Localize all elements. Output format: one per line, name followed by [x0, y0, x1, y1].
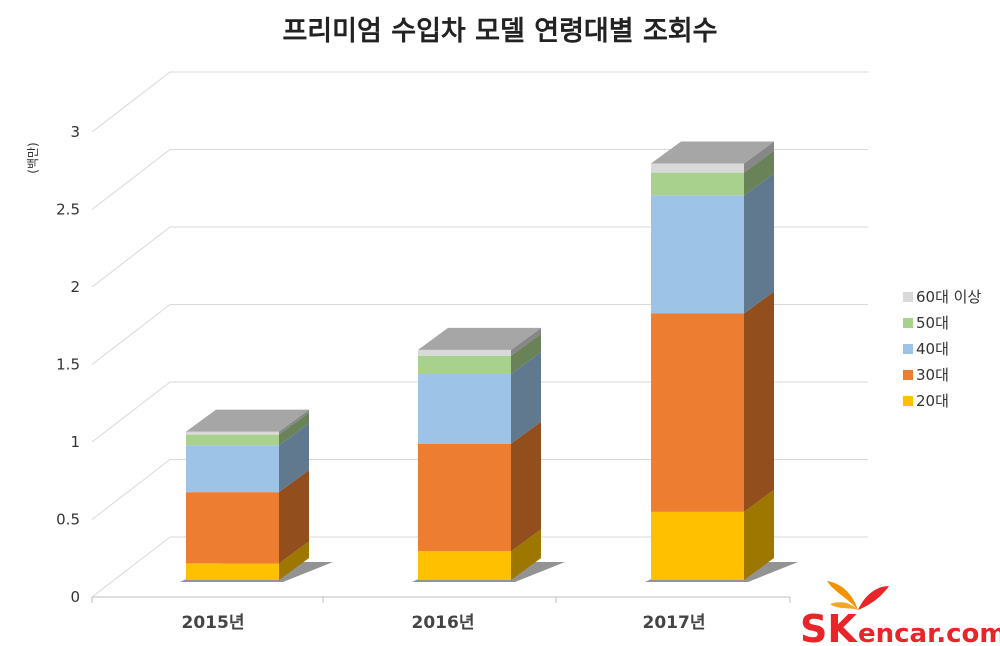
- bar-segment-front: [186, 492, 279, 564]
- bar-segment-side: [744, 150, 774, 196]
- bar-segment: [651, 173, 774, 314]
- x-tick-label: 2015년: [182, 613, 245, 633]
- bar-segment-side: [279, 423, 309, 493]
- bar-segment-front: [186, 563, 279, 580]
- legend-swatch: [903, 396, 913, 406]
- bar-segment: [651, 150, 774, 196]
- gridline-depth: [91, 149, 171, 210]
- bar-segment-side: [279, 470, 309, 564]
- bar-segment-side: [744, 173, 774, 314]
- encar-logo: SK encar.com: [800, 581, 1000, 646]
- bar-top-cap: [418, 327, 541, 350]
- gridline-depth: [91, 536, 171, 598]
- bar-segment: [186, 409, 309, 435]
- legend-label: 30대: [916, 366, 949, 384]
- bar-segment-side: [511, 529, 541, 580]
- y-tick-label: 2.5: [56, 201, 80, 219]
- legend-item: 20대: [903, 392, 949, 410]
- gridline-depth: [91, 459, 171, 520]
- bar-segment: [418, 529, 541, 580]
- bar-segment: [418, 333, 541, 375]
- legend-swatch: [903, 370, 913, 380]
- bar-segment-front: [651, 172, 744, 196]
- bar-segment-side: [511, 352, 541, 444]
- bar-segment-front: [651, 313, 744, 512]
- bar-segment-side: [744, 141, 774, 173]
- bar-segment: [418, 352, 541, 444]
- bar-segment-side: [279, 409, 309, 435]
- x-tick-label: 2016년: [412, 613, 475, 633]
- x-tick-label: 2017년: [643, 613, 706, 633]
- bar-segment-side: [744, 489, 774, 580]
- y-axis: 0 0.5 1 1.5 2 2.5 3: [56, 123, 80, 606]
- y-tick-label: 0.5: [56, 511, 80, 529]
- bar-top-cap: [651, 141, 774, 164]
- bar-segment-front: [418, 374, 511, 444]
- chart-title: 프리미엄 수입차 모델 연령대별 조회수: [282, 16, 717, 47]
- x-axis: 2015년 2016년 2017년: [91, 596, 791, 633]
- bar-segment-front: [418, 355, 511, 375]
- y-axis-unit-label: (백만): [26, 142, 40, 173]
- bar-segment-side: [511, 333, 541, 375]
- legend: 60대 이상 50대 40대 30대 20대: [903, 288, 981, 410]
- bar-segment-front: [418, 349, 511, 356]
- bar-segment-front: [651, 163, 744, 173]
- bar-segment-side: [744, 291, 774, 512]
- legend-label: 40대: [916, 340, 949, 358]
- bar-segment-front: [186, 431, 279, 435]
- legend-item: 30대: [903, 366, 949, 384]
- bar-stack: [418, 327, 541, 580]
- bar-segment: [186, 541, 309, 580]
- y-tick-label: 1.5: [56, 356, 80, 374]
- bar-stack: [651, 141, 774, 580]
- bar-segment-front: [186, 434, 279, 446]
- legend-swatch: [903, 344, 913, 354]
- legend-swatch: [903, 292, 913, 302]
- bar-segment-side: [279, 541, 309, 580]
- bar-segment: [418, 327, 541, 356]
- legend-item: 40대: [903, 340, 949, 358]
- y-tick-label: 1: [70, 433, 80, 451]
- y-tick-label: 0: [70, 588, 80, 606]
- bar-segment: [651, 141, 774, 173]
- legend-swatch: [903, 318, 913, 328]
- gridline-depth: [91, 71, 171, 133]
- legend-label: 60대 이상: [916, 288, 981, 306]
- gridline-depth: [91, 304, 171, 365]
- gridline-depth: [91, 381, 171, 443]
- sk-butterfly-icon: [827, 581, 889, 610]
- y-tick-label: 2: [70, 278, 80, 296]
- bar-segment-front: [418, 443, 511, 552]
- bar-segment: [651, 291, 774, 512]
- bar-segment-front: [651, 511, 744, 580]
- legend-label: 50대: [916, 314, 949, 332]
- bar-stack: [186, 409, 309, 580]
- legend-item: 60대 이상: [903, 288, 981, 306]
- bar-segment: [186, 423, 309, 493]
- bar-segment: [186, 412, 309, 446]
- bar-segment: [651, 489, 774, 580]
- bar-segment: [418, 421, 541, 552]
- bar-segment: [186, 470, 309, 564]
- bar-segment-side: [511, 327, 541, 356]
- brand-name-text: encar.com: [858, 619, 1000, 646]
- bar-segment-side: [511, 421, 541, 552]
- brand-sk-text: SK: [800, 607, 858, 646]
- bars: [180, 141, 798, 582]
- bar-segment-front: [186, 445, 279, 493]
- bar-segment-front: [651, 195, 744, 314]
- bar-segment-front: [418, 551, 511, 580]
- legend-item: 50대: [903, 314, 949, 332]
- bar-top-cap: [186, 409, 309, 432]
- gridline-depth: [91, 226, 171, 288]
- y-tick-label: 3: [70, 123, 80, 141]
- bar-segment-side: [279, 412, 309, 446]
- legend-label: 20대: [916, 392, 949, 410]
